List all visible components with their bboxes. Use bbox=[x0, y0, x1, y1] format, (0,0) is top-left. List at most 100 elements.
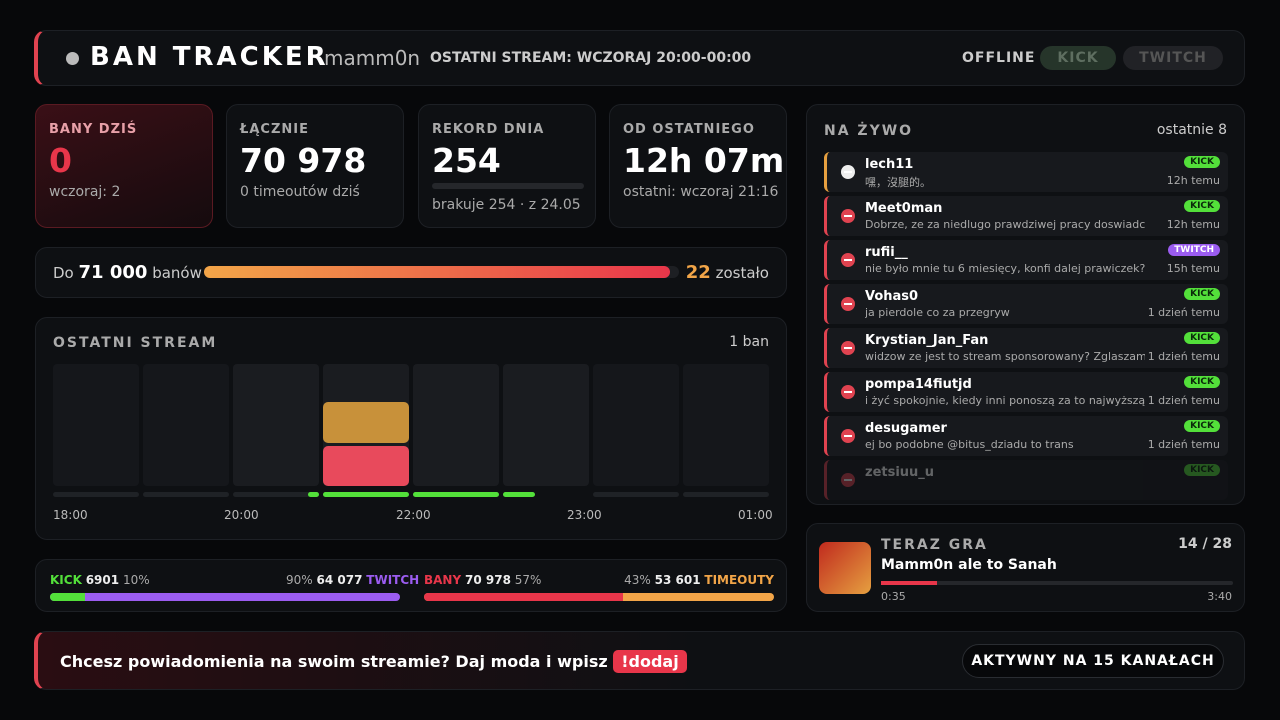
ban-icon bbox=[841, 385, 855, 399]
np-title: TERAZ GRA bbox=[881, 537, 988, 553]
time-label: 23:00 bbox=[567, 508, 602, 522]
time-slot bbox=[233, 364, 319, 486]
live-item: pompa14fiutjd i żyć spokojnie, kiedy inni… bbox=[824, 372, 1228, 412]
live-count: ostatnie 8 bbox=[1156, 122, 1227, 138]
np-elapsed: 0:35 bbox=[881, 590, 906, 603]
stat-sub: 0 timeoutów dziś bbox=[240, 184, 360, 200]
time: 15h temu bbox=[1166, 262, 1220, 275]
live-item: Krystian_Jan_Fan widzow ze jest to stream… bbox=[824, 328, 1228, 368]
title: BAN TRACKER bbox=[90, 42, 329, 72]
bans-stat: BANY 70 978 57% bbox=[424, 573, 541, 587]
message: Dobrze, ze za niedlugo prawdziwej pracy … bbox=[865, 218, 1145, 231]
stat-card: REKORD DNIA 254 brakuje 254 · z 24.05 bbox=[418, 104, 596, 228]
time: 12h temu bbox=[1166, 174, 1220, 187]
timeouts-pct: 43% bbox=[624, 573, 651, 587]
timeout-block bbox=[323, 402, 409, 443]
time: 1 dzień temu bbox=[1147, 306, 1220, 319]
twitch-label: TWITCH bbox=[366, 573, 420, 587]
goal: Do 71 000 banów 22 zostało bbox=[35, 247, 787, 298]
twitch-pct: 90% bbox=[286, 573, 313, 587]
live-item: Meet0man Dobrze, ze za niedlugo prawdziwe… bbox=[824, 196, 1228, 236]
stat-card: BANY DZIŚ 0 wczoraj: 2 bbox=[35, 104, 213, 228]
command: !dodaj bbox=[613, 650, 687, 673]
bans-label: BANY bbox=[424, 573, 462, 587]
time-slot bbox=[53, 364, 139, 486]
footer-msg: Chcesz powiadomienia na swoim streamie? … bbox=[60, 652, 608, 671]
stat-label: REKORD DNIA bbox=[432, 122, 545, 137]
timeouts-value: 53 601 bbox=[654, 573, 701, 587]
live-item: rufii__ nie było mnie tu 6 miesięcy, konf… bbox=[824, 240, 1228, 280]
stat-sub: ostatni: wczoraj 21:16 bbox=[623, 184, 779, 200]
stat-label: BANY DZIŚ bbox=[49, 122, 138, 137]
header: BAN TRACKER mamm0n OSTATNI STREAM: WCZOR… bbox=[34, 30, 1245, 86]
time-slot bbox=[683, 364, 769, 486]
kick-stat: KICK 6901 10% bbox=[50, 573, 150, 587]
ban-icon bbox=[841, 429, 855, 443]
np-track bbox=[881, 581, 1233, 585]
stat-label: OD OSTATNIEGO bbox=[623, 122, 755, 137]
record-bar bbox=[432, 183, 584, 189]
stat-value: 0 bbox=[49, 141, 72, 180]
platform: KICK bbox=[1184, 156, 1220, 168]
username: lech11 bbox=[865, 157, 914, 172]
slot-activity bbox=[593, 492, 679, 497]
time-slot bbox=[413, 364, 499, 486]
time: 1 dzień temu bbox=[1147, 350, 1220, 363]
time-label: 01:00 bbox=[738, 508, 773, 522]
time-slot bbox=[143, 364, 229, 486]
kick-fill bbox=[50, 593, 85, 601]
goal-remaining: 22 zostało bbox=[686, 262, 769, 283]
twitch-stat: 90% 64 077 TWITCH bbox=[286, 573, 419, 587]
footer: Chcesz powiadomienia na swoim streamie? … bbox=[34, 631, 1245, 690]
stat-card: OD OSTATNIEGO 12h 07m ostatni: wczoraj 21:… bbox=[609, 104, 787, 228]
kick-label: KICK bbox=[50, 573, 82, 587]
platform: KICK bbox=[1184, 464, 1220, 476]
split-panel: KICK 6901 10% 90% 64 077 TWITCH BANY 70 … bbox=[35, 559, 787, 612]
time-label: 22:00 bbox=[396, 508, 431, 522]
time: 1 dzień temu bbox=[1147, 394, 1220, 407]
ban-icon bbox=[841, 209, 855, 223]
last-stream: OSTATNI STREAM: WCZORAJ 20:00-00:00 bbox=[430, 50, 752, 66]
slot-activity bbox=[308, 492, 319, 497]
time-label: 20:00 bbox=[224, 508, 259, 522]
np-duration: 3:40 bbox=[1207, 590, 1232, 603]
live-item: zetsiuu_u KICK bbox=[824, 460, 1228, 500]
stat-label: ŁĄCZNIE bbox=[240, 122, 309, 137]
stream-title: OSTATNI STREAM bbox=[53, 335, 218, 351]
username: Krystian_Jan_Fan bbox=[865, 333, 989, 348]
goal-text: Do 71 000 banów bbox=[53, 262, 202, 283]
time: 12h temu bbox=[1166, 218, 1220, 231]
time: 1 dzień temu bbox=[1147, 438, 1220, 451]
footer-text: Chcesz powiadomienia na swoim streamie? … bbox=[60, 650, 687, 673]
live-item: Vohas0 ja pierdole co za przegryw KICK 1 dz… bbox=[824, 284, 1228, 324]
platform: KICK bbox=[1184, 376, 1220, 388]
time-slot bbox=[503, 364, 589, 486]
bans-pct: 57% bbox=[514, 573, 542, 587]
time-label: 18:00 bbox=[53, 508, 88, 522]
ban-block bbox=[323, 446, 409, 486]
cover bbox=[819, 542, 871, 594]
platform: KICK bbox=[1184, 288, 1220, 300]
slot-activity bbox=[413, 492, 499, 497]
np-position: 14 / 28 bbox=[1178, 536, 1232, 552]
twitch-value: 64 077 bbox=[316, 573, 363, 587]
live-panel: NA ŻYWO ostatnie 8 lech11 嘿，沒腿的。 KICK 12h t… bbox=[806, 104, 1245, 505]
username: Meet0man bbox=[865, 201, 943, 216]
status: OFFLINE bbox=[962, 50, 1036, 66]
twitch-button[interactable]: TWITCH bbox=[1123, 46, 1223, 70]
stream-count: 1 ban bbox=[729, 334, 769, 350]
slot-activity bbox=[323, 492, 409, 497]
kick-button[interactable]: KICK bbox=[1040, 46, 1116, 70]
status-dot bbox=[66, 52, 79, 65]
type-bar bbox=[424, 593, 774, 601]
platform-bar bbox=[50, 593, 400, 601]
now-playing: TERAZ GRA 14 / 28 Mamm0n ale to Sanah 0:… bbox=[806, 523, 1245, 612]
goal-target: 71 000 bbox=[78, 262, 148, 283]
message: ja pierdole co za przegryw bbox=[865, 306, 1010, 319]
username: Vohas0 bbox=[865, 289, 919, 304]
stat-sub: wczoraj: 2 bbox=[49, 184, 121, 200]
ban-icon bbox=[841, 253, 855, 267]
kick-pct: 10% bbox=[122, 573, 150, 587]
platform: KICK bbox=[1184, 420, 1220, 432]
